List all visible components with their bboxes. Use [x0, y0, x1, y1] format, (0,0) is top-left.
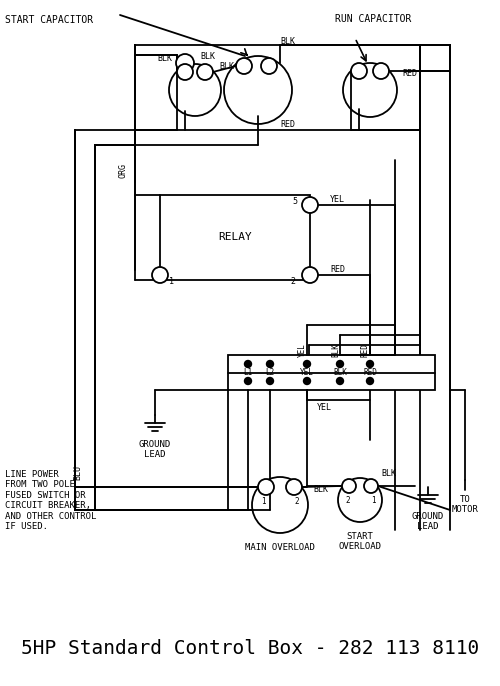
Circle shape [343, 63, 397, 117]
Circle shape [351, 63, 367, 79]
Circle shape [336, 361, 344, 368]
Circle shape [197, 64, 213, 80]
Circle shape [366, 361, 374, 368]
Circle shape [252, 477, 308, 533]
Text: 1: 1 [260, 497, 266, 506]
Circle shape [258, 479, 274, 495]
Bar [228, 355, 435, 390]
Text: START CAPACITOR: START CAPACITOR [5, 15, 93, 25]
Circle shape [364, 479, 378, 493]
Text: BLK: BLK [280, 37, 295, 46]
Text: BLK: BLK [157, 54, 172, 63]
Text: BLK: BLK [333, 368, 347, 377]
Text: RED: RED [280, 120, 295, 129]
Text: RED: RED [330, 265, 345, 274]
Text: GROUND: GROUND [139, 440, 171, 449]
Circle shape [266, 377, 274, 384]
Circle shape [169, 64, 221, 116]
Text: L1: L1 [244, 368, 252, 377]
Circle shape [224, 56, 292, 124]
Circle shape [177, 64, 193, 80]
Circle shape [236, 58, 252, 74]
Text: BLK: BLK [219, 62, 234, 71]
Circle shape [261, 58, 277, 74]
Text: LEAD: LEAD [417, 522, 439, 531]
Circle shape [302, 267, 318, 283]
Text: YEL: YEL [317, 403, 332, 412]
Text: RUN CAPACITOR: RUN CAPACITOR [335, 14, 411, 24]
Circle shape [342, 479, 356, 493]
Text: START: START [346, 532, 374, 541]
Text: YEL: YEL [330, 195, 345, 204]
Text: BLK: BLK [381, 469, 396, 478]
Circle shape [304, 377, 310, 384]
Text: OVERLOAD: OVERLOAD [338, 542, 382, 551]
Text: YEL: YEL [298, 343, 307, 357]
Text: BLK: BLK [331, 343, 340, 357]
Text: RED: RED [402, 69, 417, 78]
Bar [160, 195, 310, 280]
Circle shape [373, 63, 389, 79]
Text: 2: 2 [290, 277, 295, 286]
Text: RELAY: RELAY [218, 233, 252, 242]
Text: ORG: ORG [118, 163, 127, 178]
Text: 2: 2 [294, 497, 300, 506]
Text: GROUND: GROUND [412, 512, 444, 521]
Circle shape [302, 197, 318, 213]
Circle shape [304, 361, 310, 368]
Text: BLU: BLU [74, 465, 82, 480]
Circle shape [266, 361, 274, 368]
Text: 1: 1 [169, 277, 174, 286]
Text: BLK: BLK [313, 486, 328, 495]
Circle shape [338, 478, 382, 522]
Text: RED: RED [363, 368, 377, 377]
Text: RED: RED [361, 343, 370, 357]
Circle shape [152, 267, 168, 283]
Circle shape [244, 377, 252, 384]
Text: TO
MOTOR: TO MOTOR [452, 495, 478, 514]
Circle shape [336, 377, 344, 384]
Text: LEAD: LEAD [144, 450, 166, 459]
Text: 5HP Standard Control Box - 282 113 8110: 5HP Standard Control Box - 282 113 8110 [21, 639, 479, 657]
Text: 1: 1 [370, 496, 376, 505]
Circle shape [244, 361, 252, 368]
Text: 5: 5 [292, 197, 297, 206]
Text: BLK: BLK [200, 52, 215, 61]
Text: L2: L2 [266, 368, 274, 377]
Text: MAIN OVERLOAD: MAIN OVERLOAD [245, 543, 315, 552]
Text: YEL: YEL [300, 368, 314, 377]
Circle shape [286, 479, 302, 495]
Text: 2: 2 [346, 496, 350, 505]
Circle shape [176, 54, 194, 72]
Text: LINE POWER
FROM TWO POLE
FUSED SWITCH OR
CIRCUIT BREAKER,
AND OTHER CONTROL
IF U: LINE POWER FROM TWO POLE FUSED SWITCH OR… [5, 470, 96, 531]
Circle shape [366, 377, 374, 384]
